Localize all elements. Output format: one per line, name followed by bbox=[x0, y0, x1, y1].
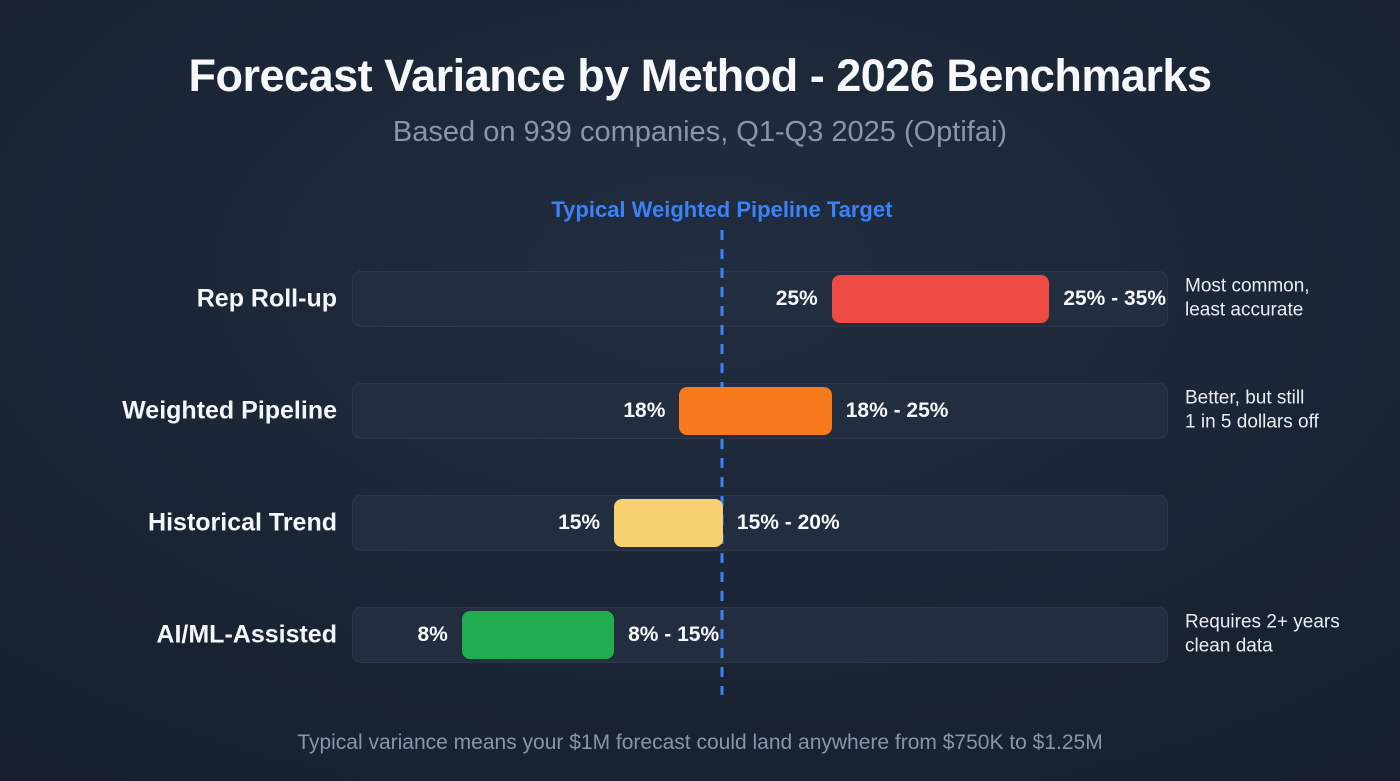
target-line bbox=[720, 230, 724, 695]
target-line-label: Typical Weighted Pipeline Target bbox=[551, 197, 893, 222]
bar-range-label: 8% - 15% bbox=[628, 623, 720, 646]
bar-range-label: 18% - 25% bbox=[845, 399, 949, 422]
bar-min-label: 25% bbox=[775, 287, 818, 310]
bar-min-label: 8% bbox=[417, 623, 448, 646]
row-note: Better, but still 1 in 5 dollars off bbox=[1185, 387, 1395, 436]
range-bar bbox=[614, 499, 723, 547]
row-note-line: Most common, bbox=[1185, 275, 1310, 297]
row-note-line: least accurate bbox=[1185, 300, 1304, 321]
row-label: Rep Roll-up bbox=[196, 284, 337, 313]
row-label: AI/ML-Assisted bbox=[156, 620, 337, 649]
row-note-line: Requires 2+ years bbox=[1185, 611, 1340, 633]
bar-track: 25% 25% - 35% bbox=[352, 271, 1168, 327]
bar-track: 8% 8% - 15% bbox=[352, 607, 1168, 663]
page-subtitle: Based on 939 companies, Q1-Q3 2025 (Opti… bbox=[392, 116, 1008, 148]
row-note-line: 1 in 5 dollars off bbox=[1185, 412, 1319, 433]
row-label: Weighted Pipeline bbox=[122, 396, 337, 425]
range-bar bbox=[831, 275, 1050, 323]
page-title: Forecast Variance by Method - 2026 Bench… bbox=[188, 50, 1212, 101]
bar-track: 15% 15% - 20% bbox=[352, 495, 1168, 551]
bar-range-label: 25% - 35% bbox=[1063, 287, 1167, 310]
bar-min-label: 15% bbox=[558, 511, 601, 534]
bar-row: Rep Roll-up 25% 25% - 35% Most common, l… bbox=[0, 271, 1400, 327]
bar-row: Weighted Pipeline 18% 18% - 25% Better, … bbox=[0, 383, 1400, 439]
bar-min-label: 18% bbox=[623, 399, 666, 422]
range-bar bbox=[679, 387, 832, 435]
footnote: Typical variance means your $1M forecast… bbox=[297, 731, 1103, 754]
bar-track: 18% 18% - 25% bbox=[352, 383, 1168, 439]
row-note: Most common, least accurate bbox=[1185, 275, 1395, 324]
row-label: Historical Trend bbox=[148, 508, 337, 537]
range-bar bbox=[461, 611, 615, 659]
bar-row: Historical Trend 15% 15% - 20% bbox=[0, 495, 1400, 551]
row-note: Requires 2+ years clean data bbox=[1185, 611, 1395, 660]
bar-range-label: 15% - 20% bbox=[736, 511, 840, 534]
row-note-line: clean data bbox=[1185, 636, 1273, 657]
row-note-line: Better, but still bbox=[1185, 387, 1305, 409]
bar-row: AI/ML-Assisted 8% 8% - 15% Requires 2+ y… bbox=[0, 607, 1400, 663]
